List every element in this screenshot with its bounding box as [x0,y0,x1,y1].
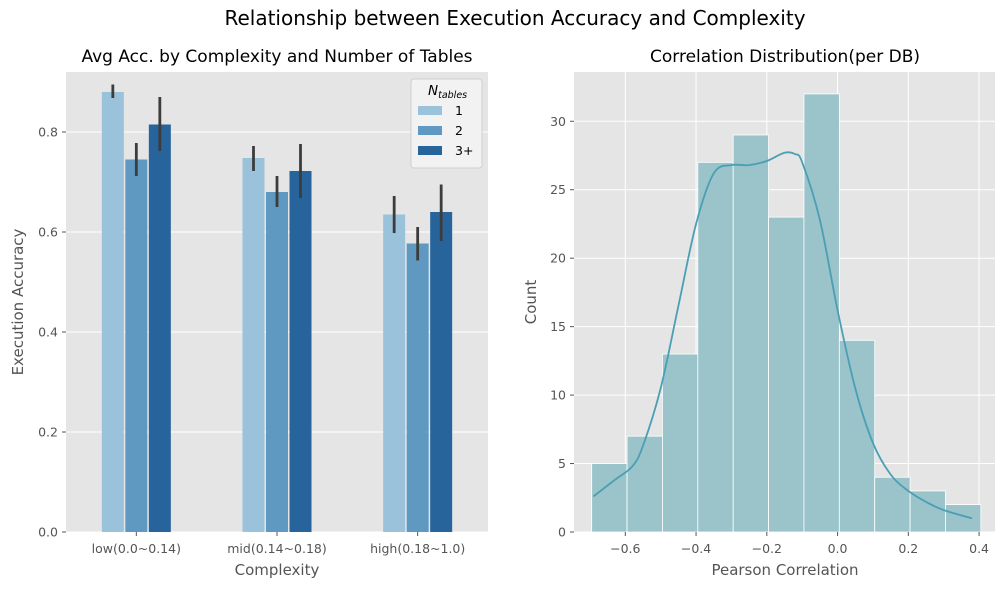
histogram-x-label: Pearson Correlation [711,561,858,579]
bar-chart-panel: Avg Acc. by Complexity and Number of Tab… [9,47,488,579]
histogram-bin [662,353,699,533]
bar-chart-bars [101,92,453,532]
bar-chart-x-tick-label: high(0.18~1.0) [370,541,465,556]
legend: Ntables 1 2 3+ [410,78,483,169]
legend-swatch [418,146,442,155]
legend-swatch [418,106,442,115]
histogram-bin [803,93,840,533]
histogram-y-tick-label: 0 [558,525,566,540]
histogram-bin [838,339,876,533]
legend-swatch [418,126,442,135]
legend-box [410,78,483,169]
histogram-bin [626,435,663,533]
histogram-x-ticks: −0.6 −0.4 −0.2 0.0 0.2 0.4 [610,532,989,556]
bar [148,124,171,532]
histogram-x-tick-label: −0.2 [752,541,782,556]
histogram-x-tick-label: −0.4 [681,541,711,556]
bar [430,212,453,532]
bar [101,92,124,532]
legend-items: 1 2 3+ [418,103,473,158]
bar-chart-y-ticks: 0.0 0.2 0.4 0.6 0.8 [38,125,66,540]
histogram-y-tick-label: 5 [558,456,566,471]
bar-chart-y-tick-label: 0.4 [38,325,58,340]
histogram-y-label: Count [522,280,540,325]
figure-title: Relationship between Execution Accuracy … [224,6,805,30]
histogram-x-tick-label: 0.2 [898,541,918,556]
legend-title: Ntables [428,83,467,101]
histogram-bin [909,490,946,533]
kde-curve [592,151,973,520]
bar-chart-x-ticks: low(0.0~0.14) mid(0.14~0.18) high(0.18~1.0… [92,532,465,556]
bar-chart-y-label: Execution Accuracy [9,228,27,375]
bar-chart-x-tick-label: mid(0.14~0.18) [227,541,326,556]
histogram-x-tick-label: 0.0 [828,541,848,556]
bar-chart-y-tick-label: 0.8 [38,125,58,140]
bar [383,214,406,532]
bar-chart-x-label: Complexity [235,561,320,579]
bar [406,243,429,532]
histogram-bin [591,463,628,533]
legend-label: 1 [455,103,463,118]
histogram-y-tick-label: 15 [550,319,566,334]
histogram-y-tick-label: 20 [550,251,566,266]
histogram-bins [591,93,982,533]
bar [242,158,265,532]
histogram-y-tick-label: 25 [550,182,566,197]
legend-label: 3+ [455,143,473,158]
histogram-bin [874,476,911,533]
bar-chart-y-tick-label: 0.0 [38,525,58,540]
bar [266,192,288,532]
bar-chart-error-bars [111,84,443,261]
legend-label: 2 [455,123,463,138]
histogram-title: Correlation Distribution(per DB) [650,47,920,67]
bar [125,159,148,532]
bar-chart-y-tick-label: 0.6 [38,225,58,240]
histogram-bin [697,161,734,533]
histogram-bin [768,216,805,533]
histogram-panel: Correlation Distribution(per DB) 0 5 10 15 2… [522,47,995,579]
histogram-x-tick-label: −0.6 [610,541,640,556]
bar-chart-title: Avg Acc. by Complexity and Number of Tab… [81,47,472,67]
bar [289,171,312,532]
bar-chart-y-tick-label: 0.2 [38,425,58,440]
histogram-bin [945,504,982,533]
histogram-bin [732,134,769,533]
histogram-y-tick-label: 10 [550,388,566,403]
histogram-y-ticks: 0 5 10 15 20 25 30 [550,114,574,540]
bar-chart-x-tick-label: low(0.0~0.14) [92,541,181,556]
histogram-y-tick-label: 30 [550,114,566,129]
histogram-x-tick-label: 0.4 [969,541,989,556]
